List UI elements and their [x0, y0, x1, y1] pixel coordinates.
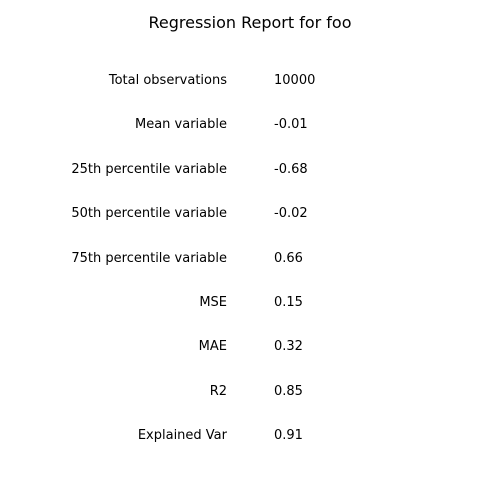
- metric-label: 25th percentile variable: [71, 161, 227, 177]
- metric-label: Explained Var: [137, 428, 227, 444]
- metric-label: MAE: [198, 339, 227, 355]
- metric-label: 50th percentile variable: [71, 206, 227, 222]
- metric-value: 0.85: [274, 383, 303, 399]
- metric-row-mae: MAE 0.32: [0, 336, 500, 380]
- metric-row-r2: R2 0.85: [0, 381, 500, 425]
- metric-row-mse: MSE 0.15: [0, 292, 500, 336]
- metric-value: 0.32: [274, 339, 303, 355]
- metric-label: Mean variable: [135, 117, 227, 133]
- metric-value: 0.66: [274, 250, 303, 266]
- metric-label: R2: [209, 383, 227, 399]
- metric-label: MSE: [199, 294, 227, 310]
- metric-label: 75th percentile variable: [71, 250, 227, 266]
- metric-row-25th-percentile: 25th percentile variable -0.68: [0, 159, 500, 203]
- metric-row-75th-percentile: 75th percentile variable 0.66: [0, 248, 500, 292]
- metric-value: -0.01: [274, 117, 308, 133]
- metric-value: -0.68: [274, 161, 308, 177]
- metrics-list: Total observations 10000 Mean variable -…: [0, 70, 500, 470]
- metric-label: Total observations: [108, 73, 227, 88]
- metric-value: 10000: [274, 73, 316, 88]
- metric-row-50th-percentile: 50th percentile variable -0.02: [0, 203, 500, 247]
- metric-value: 0.15: [274, 294, 303, 310]
- metric-value: -0.02: [274, 206, 308, 222]
- metric-row-mean-variable: Mean variable -0.01: [0, 114, 500, 158]
- report-title: Regression Report for foo: [148, 13, 352, 32]
- metric-row-explained-var: Explained Var 0.91: [0, 425, 500, 469]
- metric-value: 0.91: [274, 428, 303, 444]
- metric-row-total-observations: Total observations 10000: [0, 70, 500, 114]
